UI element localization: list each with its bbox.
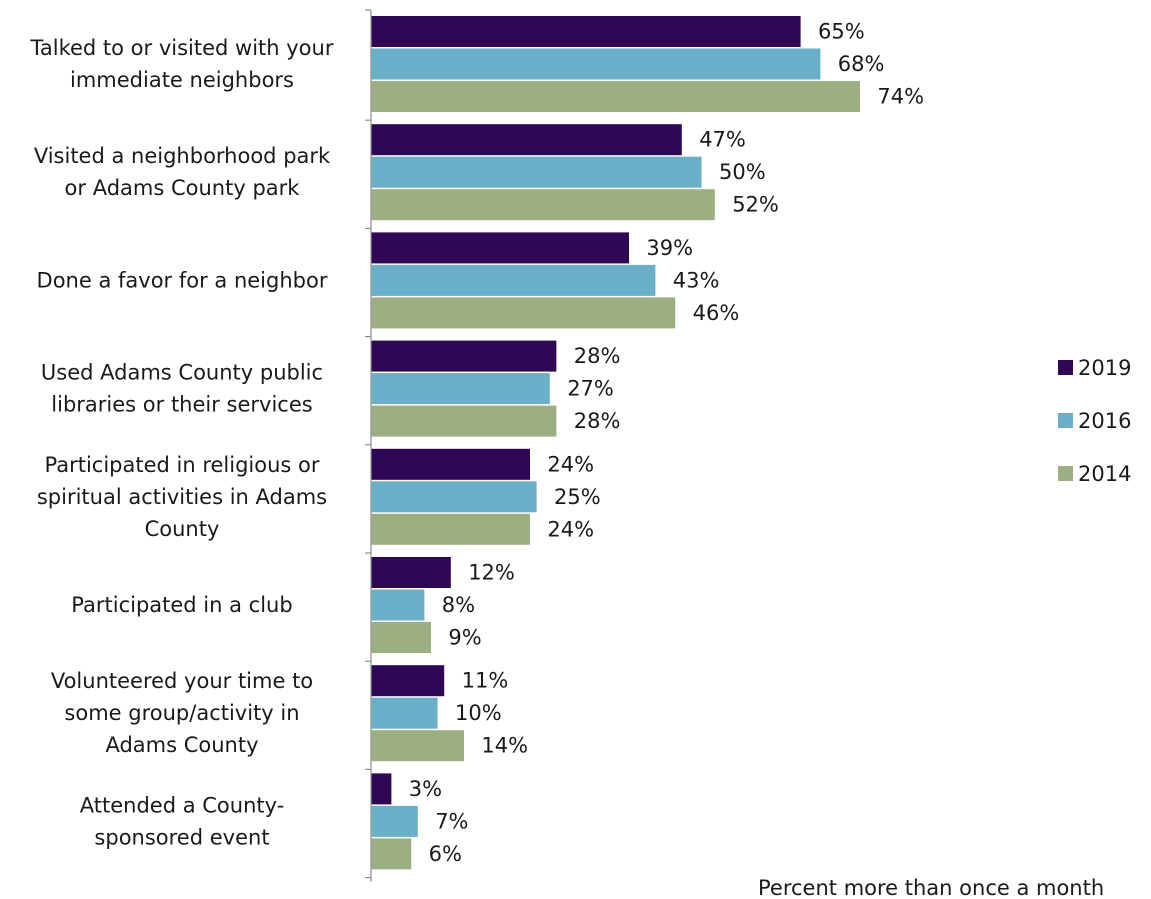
legend-label-2016: 2016 <box>1078 409 1131 433</box>
value-label-2014-7: 6% <box>429 842 462 866</box>
bar-2019-3 <box>371 340 557 372</box>
bar-2014-3 <box>371 405 557 437</box>
category-label-6: Volunteered your time to some group/activ… <box>51 669 313 757</box>
value-label-2016-4: 25% <box>554 485 601 509</box>
value-label-2014-1: 52% <box>732 193 779 217</box>
value-label-2019-5: 12% <box>468 561 515 585</box>
value-label-2016-1: 50% <box>719 160 766 184</box>
value-label-2014-2: 46% <box>693 301 740 325</box>
bar-2019-6 <box>371 665 445 697</box>
bar-2016-0 <box>371 48 821 80</box>
value-label-2019-0: 65% <box>818 20 865 44</box>
bar-2014-1 <box>371 189 715 221</box>
value-labels: 65% 68% 74% 47% 50% 52% 39% 43% 46% 28% 27% 28% 24% 2… <box>409 20 924 866</box>
category-label-7: Attended a County-sponsored event <box>80 793 285 849</box>
category-label-line: Done a favor for a neighbor <box>37 268 328 292</box>
value-label-2016-0: 68% <box>838 52 885 76</box>
value-label-2014-4: 24% <box>547 517 594 541</box>
bar-2016-1 <box>371 156 702 188</box>
bar-2014-5 <box>371 622 431 653</box>
legend-swatch-2014 <box>1058 466 1073 481</box>
value-label-2016-2: 43% <box>673 268 720 292</box>
bar-2019-4 <box>371 448 530 480</box>
bar-2019-1 <box>371 124 682 156</box>
bar-2019-5 <box>371 557 451 588</box>
category-label-3: Used Adams County public libraries or the… <box>41 361 323 417</box>
bar-2019-2 <box>371 232 629 264</box>
value-label-2016-3: 27% <box>567 377 614 401</box>
category-label-line: immediate neighbors <box>70 68 294 92</box>
category-label-line: sponsored event <box>94 825 269 849</box>
legend-swatch-2016 <box>1058 413 1073 428</box>
category-axis <box>365 9 372 882</box>
value-label-2019-3: 28% <box>574 344 621 368</box>
category-label-2: Done a favor for a neighbor <box>37 268 328 292</box>
category-label-1: Visited a neighborhood park or Adams Coun… <box>34 144 331 200</box>
category-label-line: libraries or their services <box>51 393 312 417</box>
bar-2014-0 <box>371 81 860 112</box>
legend: 2019 2016 2014 <box>1058 356 1131 486</box>
category-label-line: Attended a County- <box>80 793 285 817</box>
category-label-line: Volunteered your time to <box>51 669 313 693</box>
category-label-line: Participated in a club <box>71 593 292 617</box>
category-label-line: some group/activity in <box>64 701 299 725</box>
value-label-2019-1: 47% <box>699 128 746 152</box>
legend-label-2019: 2019 <box>1078 356 1131 380</box>
category-label-line: Visited a neighborhood park <box>34 144 331 168</box>
bar-2016-2 <box>371 264 656 296</box>
bar-2016-6 <box>371 697 438 729</box>
legend-label-2014: 2014 <box>1078 462 1131 486</box>
legend-swatch-2019 <box>1058 360 1073 375</box>
bars <box>371 16 860 870</box>
value-label-2019-7: 3% <box>409 777 442 801</box>
category-labels: Talked to or visited with your immediate … <box>30 36 334 849</box>
bar-2016-5 <box>371 589 425 621</box>
value-label-2019-4: 24% <box>547 452 594 476</box>
value-label-2014-3: 28% <box>574 409 621 433</box>
bar-2014-6 <box>371 730 464 762</box>
category-label-4: Participated in religious or spiritual ac… <box>37 453 327 541</box>
bar-2014-2 <box>371 297 676 329</box>
value-label-2014-0: 74% <box>877 85 924 109</box>
category-label-line: County <box>145 517 220 541</box>
category-label-line: Used Adams County public <box>41 361 323 385</box>
bar-2014-4 <box>371 513 530 545</box>
bar-2019-7 <box>371 773 392 805</box>
category-label-line: Talked to or visited with your <box>30 36 334 60</box>
bar-2016-7 <box>371 805 418 837</box>
value-label-2016-7: 7% <box>435 809 468 833</box>
value-label-2019-6: 11% <box>462 669 509 693</box>
value-label-2016-6: 10% <box>455 701 502 725</box>
value-label-2014-6: 14% <box>481 734 528 758</box>
category-label-line: Participated in religious or <box>44 453 319 477</box>
value-label-2016-5: 8% <box>442 593 475 617</box>
category-label-line: spiritual activities in Adams <box>37 485 327 509</box>
category-label-line: Adams County <box>105 733 258 757</box>
footnote: Percent more than once a month <box>758 876 1104 899</box>
category-label-5: Participated in a club <box>71 593 292 617</box>
category-label-0: Talked to or visited with your immediate … <box>30 36 334 92</box>
bar-2016-3 <box>371 373 550 405</box>
value-label-2019-2: 39% <box>646 236 693 260</box>
category-label-line: or Adams County park <box>65 176 301 200</box>
bar-2019-0 <box>371 16 801 47</box>
value-label-2014-5: 9% <box>448 626 481 650</box>
bar-2014-7 <box>371 838 412 870</box>
bar-2016-4 <box>371 481 537 513</box>
